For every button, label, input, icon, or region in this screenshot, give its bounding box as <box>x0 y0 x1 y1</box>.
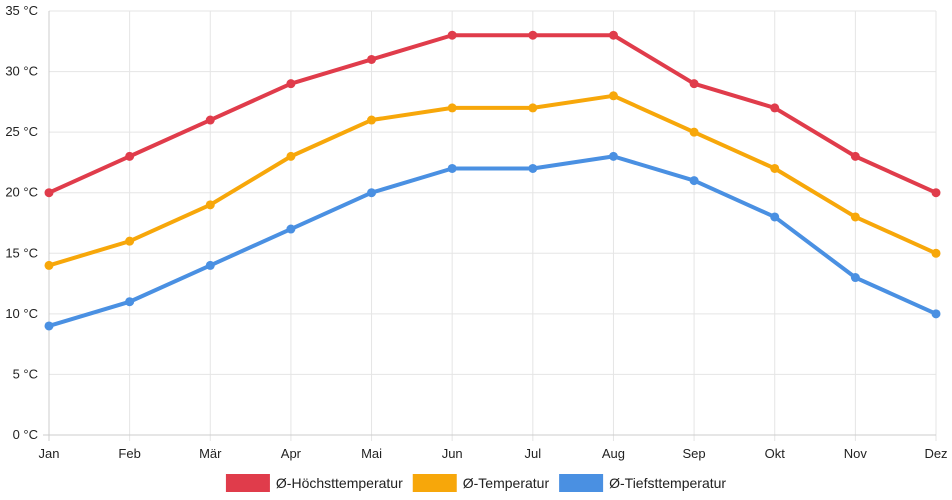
legend-item[interactable]: Ø-Höchsttemperatur <box>225 474 403 492</box>
data-point <box>205 260 215 270</box>
data-point <box>44 260 54 270</box>
x-tick-label: Feb <box>118 446 140 461</box>
legend-swatch <box>559 474 604 492</box>
data-point <box>770 103 780 113</box>
axes <box>43 11 936 441</box>
legend-swatch <box>412 474 457 492</box>
data-point <box>608 151 618 161</box>
series-2 <box>44 91 941 270</box>
legend-label: Ø-Höchsttemperatur <box>276 475 403 491</box>
data-point <box>125 236 135 246</box>
x-tick-label: Apr <box>281 446 302 461</box>
data-point <box>367 115 377 125</box>
data-point <box>286 79 296 89</box>
x-tick-label: Mär <box>199 446 222 461</box>
data-point <box>608 30 618 40</box>
data-point <box>205 115 215 125</box>
x-tick-label: Nov <box>844 446 868 461</box>
data-point <box>850 273 860 283</box>
data-point <box>44 321 54 331</box>
y-tick-label: 0 °C <box>13 427 38 442</box>
y-tick-label: 30 °C <box>5 64 38 79</box>
x-axis-tick-labels: Jan Feb Mär Apr Mai Jun Jul Aug Sep Okt Nov Dez <box>39 446 948 461</box>
legend-label: Ø-Temperatur <box>463 475 550 491</box>
data-point <box>689 127 699 137</box>
x-tick-label: Dez <box>924 446 947 461</box>
data-point <box>125 151 135 161</box>
x-tick-label: Jul <box>525 446 542 461</box>
legend: Ø-Höchsttemperatur Ø-Temperatur Ø-Tiefstte… <box>225 474 726 492</box>
data-point <box>689 176 699 186</box>
series-line <box>47 93 938 268</box>
data-point <box>770 212 780 222</box>
x-tick-label: Aug <box>602 446 625 461</box>
data-series <box>44 30 941 331</box>
grid-lines <box>49 10 937 441</box>
data-point <box>931 309 941 319</box>
series-line <box>47 33 938 195</box>
y-axis-tick-labels: 0 °C 5 °C 10 °C 15 °C 20 °C 25 °C 30 °C 35 °C <box>5 3 38 442</box>
legend-label: Ø-Tiefsttemperatur <box>609 475 726 491</box>
series-line <box>47 154 938 328</box>
x-tick-label: Jun <box>442 446 463 461</box>
data-point <box>528 163 538 173</box>
legend-item[interactable]: Ø-Temperatur <box>412 474 550 492</box>
data-point <box>770 163 780 173</box>
y-tick-label: 20 °C <box>5 185 38 200</box>
data-point <box>608 91 618 101</box>
data-point <box>931 248 941 258</box>
x-tick-label: Sep <box>683 446 706 461</box>
data-point <box>367 54 377 64</box>
series-3 <box>44 151 941 331</box>
x-tick-label: Okt <box>765 446 786 461</box>
legend-swatch <box>225 474 270 492</box>
data-point <box>528 30 538 40</box>
data-point <box>367 188 377 198</box>
x-tick-label: Jan <box>39 446 60 461</box>
data-point <box>528 103 538 113</box>
data-point <box>447 163 457 173</box>
data-point <box>44 188 54 198</box>
data-point <box>850 151 860 161</box>
series-1 <box>44 30 941 198</box>
data-point <box>286 224 296 234</box>
y-tick-label: 5 °C <box>13 366 38 381</box>
x-tick-label: Mai <box>361 446 382 461</box>
y-tick-label: 35 °C <box>5 3 38 18</box>
data-point <box>286 151 296 161</box>
data-point <box>205 200 215 210</box>
legend-item[interactable]: Ø-Tiefsttemperatur <box>559 474 726 492</box>
data-point <box>850 212 860 222</box>
data-point <box>689 79 699 89</box>
y-tick-label: 10 °C <box>5 306 38 321</box>
data-point <box>447 103 457 113</box>
y-tick-label: 15 °C <box>5 245 38 260</box>
data-point <box>125 297 135 307</box>
data-point <box>931 188 941 198</box>
y-tick-label: 25 °C <box>5 124 38 139</box>
data-point <box>447 30 457 40</box>
